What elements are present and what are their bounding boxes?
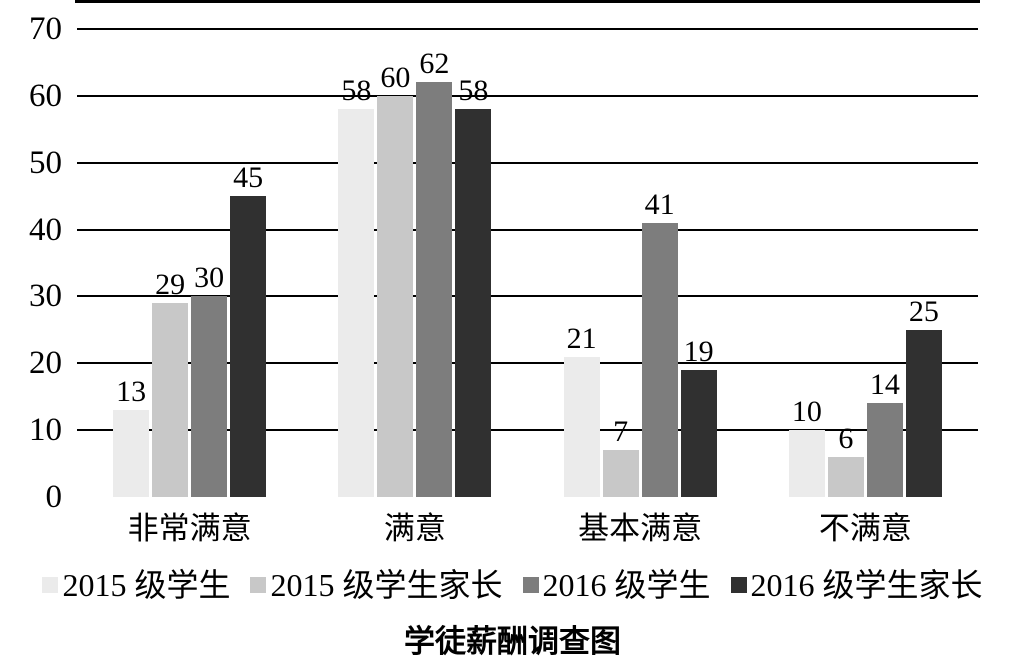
bar-value-label: 14 xyxy=(869,368,900,402)
bar-非常满意-2016 级学生 xyxy=(191,296,228,497)
legend-label: 2015 级学生家长 xyxy=(270,567,503,603)
bar-value-label: 10 xyxy=(791,395,822,429)
legend-label: 2016 级学生 xyxy=(542,567,711,603)
y-tick-label-0: 0 xyxy=(45,479,63,515)
bar-value-label: 7 xyxy=(613,415,629,449)
gridline-70 xyxy=(77,28,978,30)
category-label-基本满意: 基本满意 xyxy=(578,511,703,546)
y-tick-label-20: 20 xyxy=(29,345,62,382)
y-tick-label-30: 30 xyxy=(29,278,62,315)
category-label-不满意: 不满意 xyxy=(818,511,912,546)
x-axis-line xyxy=(75,0,980,3)
bar-满意-2015 级学生 xyxy=(338,109,375,497)
legend-item-2016 级学生: 2016 级学生 xyxy=(522,567,711,603)
chart-title: 学徒薪酬调查图 xyxy=(404,624,621,660)
gridline-50 xyxy=(77,161,978,164)
plot-area: 0 10 20 30 40 50 60 70 13 29 30 45 58 60 62 58 21 7 41 19 1… xyxy=(29,0,980,546)
bar-value-label: 21 xyxy=(566,321,597,355)
bar-value-label: 41 xyxy=(644,187,675,221)
legend-swatch-icon xyxy=(42,577,59,593)
bar-基本满意-2016 级学生家长 xyxy=(680,369,717,497)
legend-label: 2016 级学生家长 xyxy=(750,567,983,603)
bar-value-label: 58 xyxy=(341,74,372,108)
bar-value-label: 6 xyxy=(838,421,854,455)
bar-满意-2015 级学生家长 xyxy=(377,95,414,497)
bar-value-label: 45 xyxy=(233,161,264,195)
bar-value-label: 13 xyxy=(116,375,147,409)
bar-value-label: 29 xyxy=(155,268,186,302)
bar-value-label: 25 xyxy=(908,294,939,328)
bar-非常满意-2015 级学生家长 xyxy=(152,303,189,497)
bar-不满意-2016 级学生家长 xyxy=(905,329,942,497)
bar-不满意-2015 级学生家长 xyxy=(827,456,864,497)
gridline-40 xyxy=(77,228,978,231)
gridline-10 xyxy=(77,429,978,432)
legend-swatch-icon xyxy=(250,577,267,593)
bar-value-label: 58 xyxy=(458,74,489,108)
legend: 2015 级学生 2015 级学生家长 2016 级学生 2016 级学生家长 xyxy=(0,565,1025,605)
y-tick-label-50: 50 xyxy=(29,144,62,181)
y-tick-label-70: 70 xyxy=(29,11,62,47)
legend-item-2015 级学生家长: 2015 级学生家长 xyxy=(250,567,503,603)
gridline-20 xyxy=(77,362,978,365)
bar-value-label: 60 xyxy=(380,60,411,94)
bar-基本满意-2015 级学生 xyxy=(563,356,600,497)
y-tick-label-40: 40 xyxy=(29,211,62,248)
bar-基本满意-2016 级学生 xyxy=(641,222,678,497)
bar-满意-2016 级学生 xyxy=(416,82,453,497)
bar-基本满意-2015 级学生家长 xyxy=(602,450,639,497)
category-label-非常满意: 非常满意 xyxy=(127,511,252,546)
gridline-30 xyxy=(77,295,978,298)
category-label-满意: 满意 xyxy=(383,511,446,546)
legend-label: 2015 级学生 xyxy=(62,567,231,603)
bar-value-label: 19 xyxy=(683,334,714,368)
bar-非常满意-2016 级学生家长 xyxy=(230,196,267,497)
bar-不满意-2016 级学生 xyxy=(866,403,903,497)
y-tick-label-60: 60 xyxy=(29,77,62,114)
bar-满意-2016 级学生家长 xyxy=(455,109,492,497)
bar-不满意-2015 级学生 xyxy=(788,430,825,497)
gridline-60 xyxy=(77,94,978,97)
bar-value-label: 30 xyxy=(194,261,225,295)
bar-非常满意-2015 级学生 xyxy=(113,410,150,497)
legend-swatch-icon xyxy=(522,577,539,593)
legend-item-2016 级学生家长: 2016 级学生家长 xyxy=(730,567,983,603)
legend-item-2015 级学生: 2015 级学生 xyxy=(42,567,230,603)
y-tick-label-10: 10 xyxy=(29,412,62,449)
legend-swatch-icon xyxy=(730,577,747,593)
bar-value-label: 62 xyxy=(419,47,450,81)
